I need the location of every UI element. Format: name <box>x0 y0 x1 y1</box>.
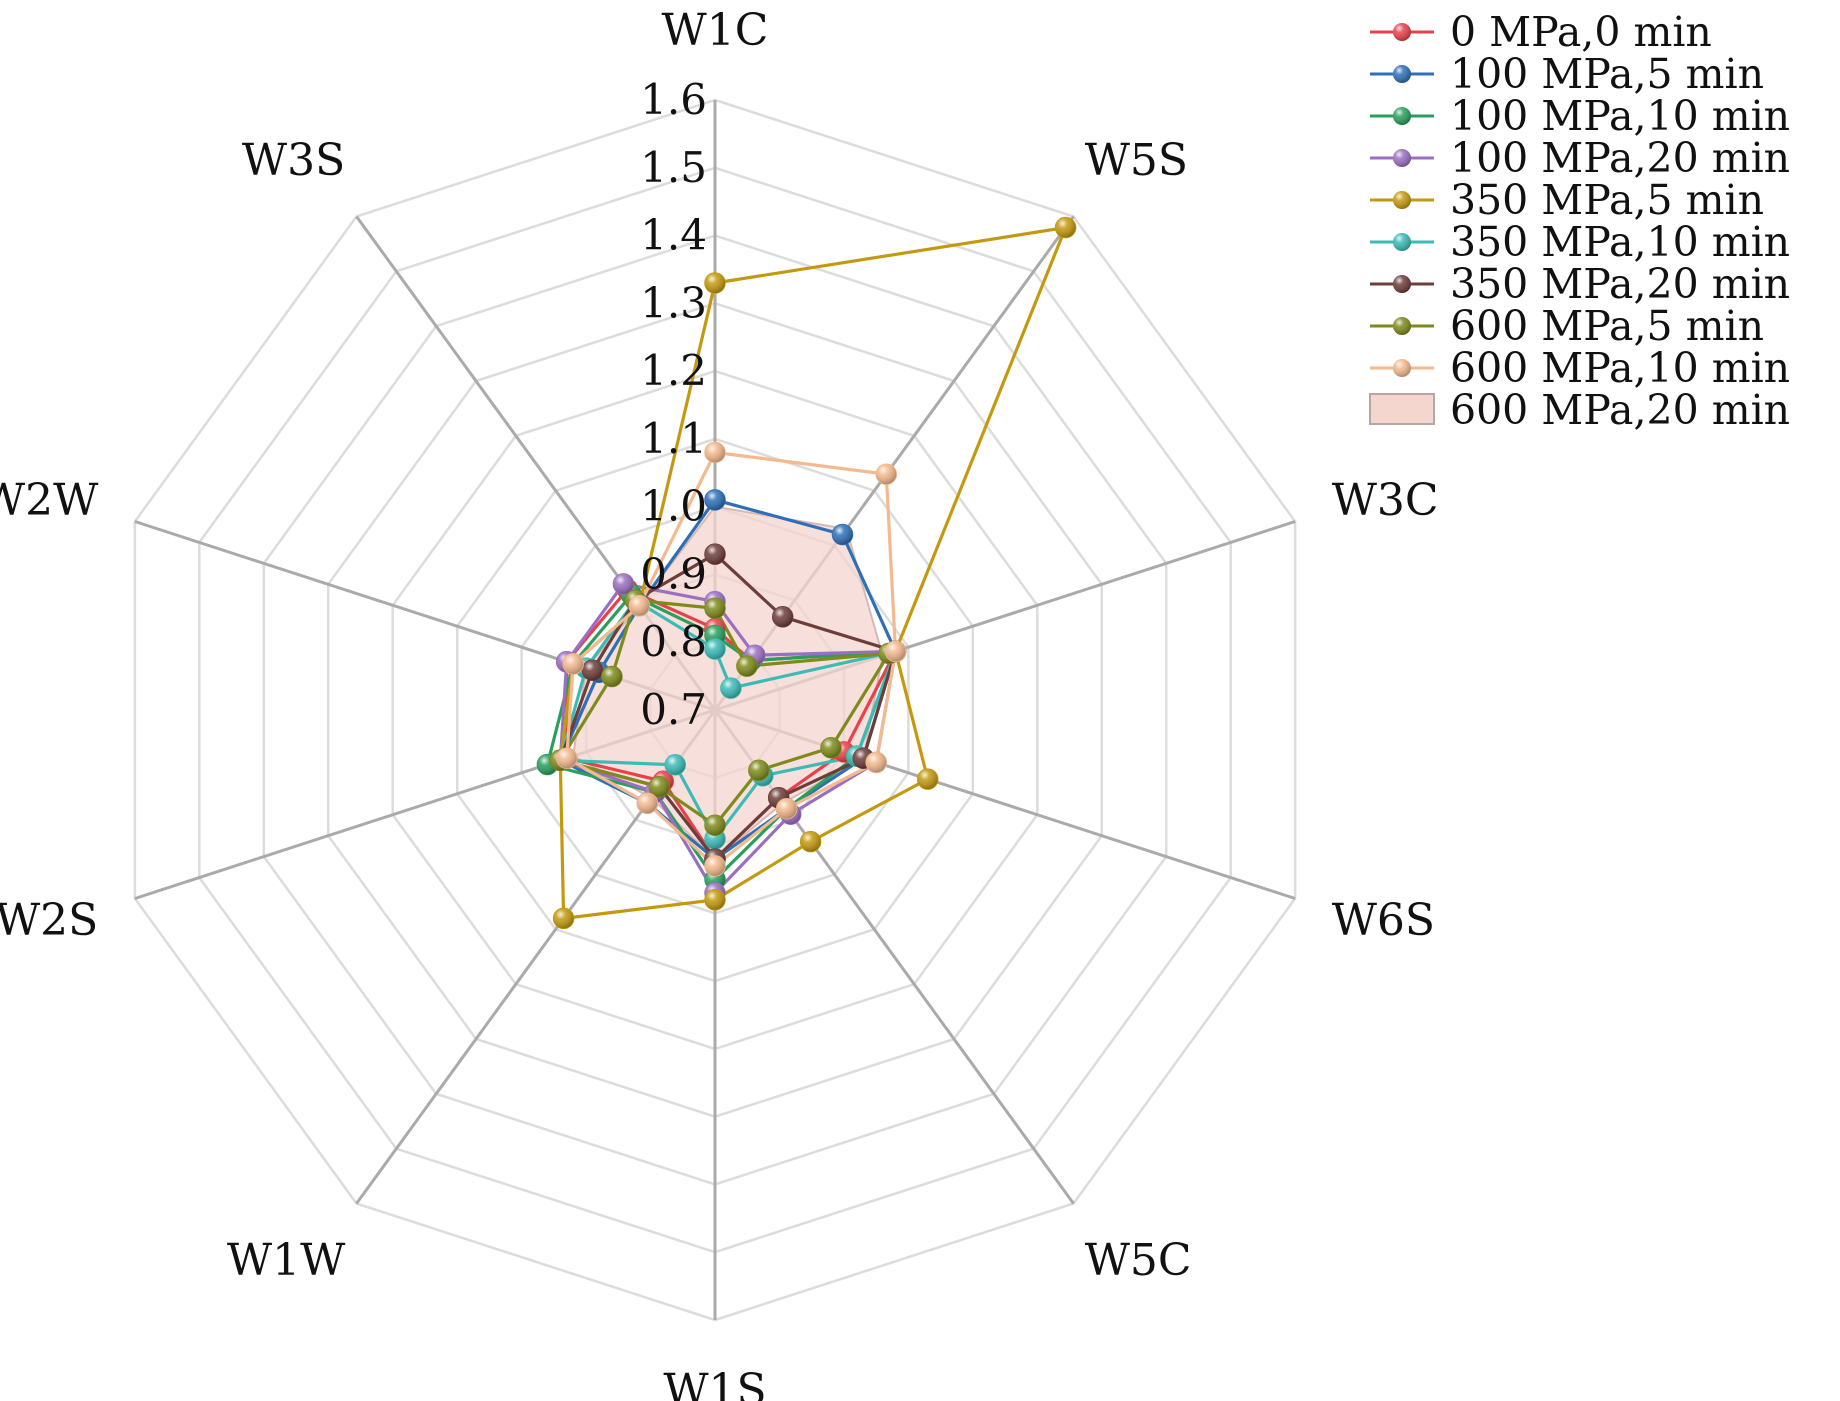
data-point-shine <box>776 798 797 819</box>
data-point-shine <box>629 595 650 616</box>
legend-marker-shine <box>1393 107 1411 125</box>
legend-item: 350 MPa,5 min <box>1370 176 1764 224</box>
tick-label: 1.2 <box>640 346 707 395</box>
legend-marker-shine <box>1393 359 1411 377</box>
legend-marker-shine <box>1393 65 1411 83</box>
data-point-shine <box>800 831 821 852</box>
legend-swatch <box>1369 393 1435 425</box>
legend-label: 350 MPa,5 min <box>1450 176 1764 224</box>
axis-labels: W1C W5S W3C W6S W5C W1S W1W W2S W2W W3S <box>0 5 1439 1401</box>
data-point-shine <box>705 489 725 510</box>
legend-item: 350 MPa,20 min <box>1370 260 1790 308</box>
tick-label: 1.5 <box>640 143 707 192</box>
axis-label: W5C <box>1085 1235 1192 1286</box>
legend-marker-shine <box>1393 233 1411 251</box>
data-point-shine <box>832 524 853 545</box>
data-point-shine <box>720 678 741 699</box>
tick-label: 0.8 <box>640 617 707 666</box>
legend-marker-shine <box>1393 191 1411 209</box>
data-point-shine <box>1055 217 1076 238</box>
tick-label: 0.7 <box>640 685 707 734</box>
legend-marker-shine <box>1393 317 1411 335</box>
axis-label: W2S <box>0 895 98 946</box>
legend-label: 600 MPa,20 min <box>1450 386 1790 434</box>
legend-label: 100 MPa,5 min <box>1450 50 1764 98</box>
legend-item: 0 MPa,0 min <box>1370 8 1712 56</box>
data-point-shine <box>613 573 634 594</box>
axis-label: W5S <box>1085 135 1188 186</box>
tick-label: 1.1 <box>640 414 707 463</box>
data-point-shine <box>705 442 725 463</box>
data-point-shine <box>866 752 887 773</box>
data-point-shine <box>563 653 584 674</box>
data-point-shine <box>705 273 725 293</box>
data-point-shine <box>705 889 725 910</box>
legend-label: 0 MPa,0 min <box>1450 8 1712 56</box>
axis-label: W1C <box>662 5 769 56</box>
legend-item: 100 MPa,5 min <box>1370 50 1764 98</box>
legend-marker-shine <box>1393 275 1411 293</box>
data-point-shine <box>705 855 725 876</box>
data-point-shine <box>665 754 686 775</box>
tick-label: 1.4 <box>640 211 707 260</box>
data-point-shine <box>705 815 725 836</box>
axis-label: W1S <box>663 1365 766 1401</box>
data-point-shine <box>649 776 670 797</box>
data-point-shine <box>885 641 906 662</box>
legend-label: 600 MPa,10 min <box>1450 344 1790 392</box>
axis-label: W3S <box>242 135 345 186</box>
data-point-shine <box>876 464 897 485</box>
axis-label: W3C <box>1332 475 1439 526</box>
data-point-shine <box>917 769 938 790</box>
axis-label: W1W <box>227 1235 346 1286</box>
data-point-shine <box>705 598 725 619</box>
data-point-shine <box>705 544 725 565</box>
legend-item: 600 MPa,20 min <box>1369 386 1790 434</box>
data-point-shine <box>772 606 793 627</box>
legend-marker-shine <box>1393 23 1411 41</box>
radial-tick-labels: 0.7 0.8 0.9 1.0 1.1 1.2 1.3 1.4 1.5 1.6 <box>640 75 707 734</box>
data-point-shine <box>821 737 841 758</box>
tick-label: 0.9 <box>640 549 707 598</box>
tick-label: 1.6 <box>640 75 707 124</box>
data-point-shine <box>582 660 603 681</box>
legend-marker-shine <box>1393 149 1411 167</box>
legend-label: 100 MPa,10 min <box>1450 92 1790 140</box>
legend-label: 350 MPa,20 min <box>1450 260 1790 308</box>
legend-item: 600 MPa,5 min <box>1370 302 1764 350</box>
data-point-shine <box>556 748 577 769</box>
legend-item: 350 MPa,10 min <box>1370 218 1790 266</box>
axis-label: W6S <box>1332 895 1435 946</box>
legend-item: 100 MPa,10 min <box>1370 92 1790 140</box>
data-point-shine <box>637 793 658 814</box>
legend-item: 100 MPa,20 min <box>1370 134 1790 182</box>
data-point-shine <box>748 760 769 781</box>
tick-label: 1.0 <box>640 482 707 531</box>
data-point-shine <box>601 666 622 687</box>
legend-label: 600 MPa,5 min <box>1450 302 1764 350</box>
tick-label: 1.3 <box>640 278 707 327</box>
data-point-shine <box>705 639 725 659</box>
legend-label: 100 MPa,20 min <box>1450 134 1790 182</box>
axis-label: W2W <box>0 475 99 526</box>
data-point-shine <box>736 656 757 677</box>
legend-item: 600 MPa,10 min <box>1370 344 1790 392</box>
legend-label: 350 MPa,10 min <box>1450 218 1790 266</box>
series-markers <box>536 216 1077 930</box>
data-point-shine <box>553 908 574 929</box>
